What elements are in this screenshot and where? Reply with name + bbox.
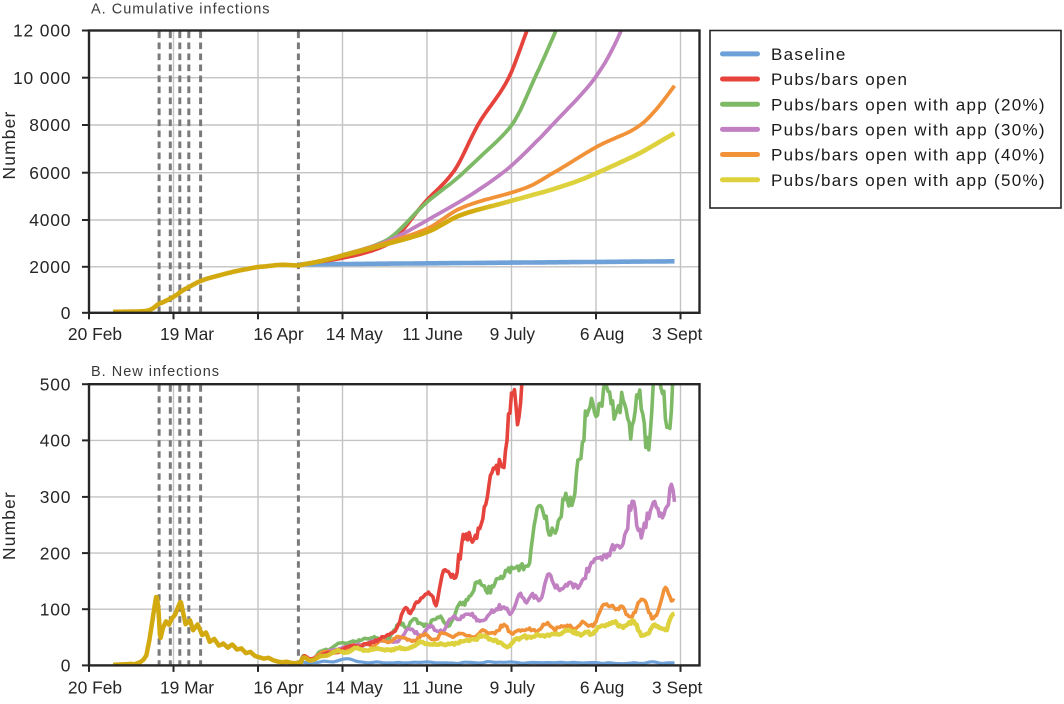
svg-text:400: 400 <box>40 431 72 451</box>
svg-text:2000: 2000 <box>29 257 71 277</box>
svg-text:20 Feb: 20 Feb <box>68 678 122 698</box>
svg-text:3 Sept: 3 Sept <box>652 324 702 344</box>
svg-text:10 000: 10 000 <box>13 68 71 88</box>
svg-text:0: 0 <box>61 303 72 323</box>
svg-text:Pubs/bars open with app (20%): Pubs/bars open with app (20%) <box>771 95 1046 114</box>
svg-text:Baseline: Baseline <box>771 45 847 64</box>
svg-text:9 July: 9 July <box>490 678 536 698</box>
svg-text:Pubs/bars open: Pubs/bars open <box>771 70 908 89</box>
svg-text:300: 300 <box>40 487 72 507</box>
svg-text:14 May: 14 May <box>326 324 383 344</box>
svg-text:Number: Number <box>0 110 19 179</box>
svg-text:3 Sept: 3 Sept <box>652 678 702 698</box>
svg-text:Pubs/bars open with app (50%): Pubs/bars open with app (50%) <box>771 171 1046 190</box>
svg-text:A. Cumulative infections: A. Cumulative infections <box>91 2 271 18</box>
svg-text:12 000: 12 000 <box>13 21 71 41</box>
svg-text:11 June: 11 June <box>402 324 463 344</box>
svg-text:100: 100 <box>40 599 72 619</box>
svg-text:20 Feb: 20 Feb <box>68 324 122 344</box>
svg-text:11 June: 11 June <box>402 678 463 698</box>
svg-text:9 July: 9 July <box>490 324 536 344</box>
svg-text:19 Mar: 19 Mar <box>160 678 214 698</box>
svg-text:Pubs/bars open with app (40%): Pubs/bars open with app (40%) <box>771 146 1046 165</box>
svg-text:0: 0 <box>61 656 72 676</box>
svg-text:Pubs/bars open with app (30%): Pubs/bars open with app (30%) <box>771 121 1046 140</box>
svg-text:6 Aug: 6 Aug <box>580 678 625 698</box>
svg-text:19 Mar: 19 Mar <box>160 324 214 344</box>
svg-text:14 May: 14 May <box>326 678 383 698</box>
svg-text:500: 500 <box>40 374 72 394</box>
svg-text:200: 200 <box>40 543 72 563</box>
svg-text:Number: Number <box>0 491 19 560</box>
svg-text:6000: 6000 <box>29 163 71 183</box>
svg-text:16 Apr: 16 Apr <box>253 324 303 344</box>
svg-text:B. New infections: B. New infections <box>91 364 220 380</box>
svg-text:16 Apr: 16 Apr <box>253 678 303 698</box>
svg-text:8000: 8000 <box>29 115 71 135</box>
svg-text:4000: 4000 <box>29 210 71 230</box>
svg-text:6 Aug: 6 Aug <box>580 324 625 344</box>
